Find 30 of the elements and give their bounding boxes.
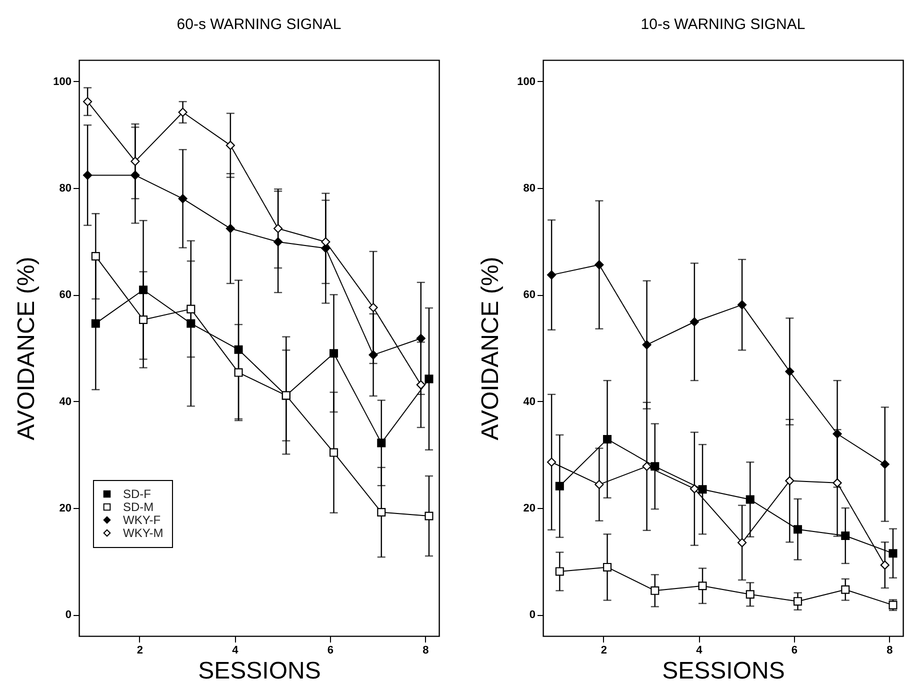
y-tick-label: 0	[65, 609, 72, 622]
y-tick-label: 0	[529, 609, 536, 622]
x-axis-title: SESSIONS	[198, 658, 321, 684]
chart-title: 10-s WARNING SIGNAL	[640, 16, 806, 33]
y-tick-label: 20	[59, 502, 72, 514]
x-tick-label: 6	[327, 644, 334, 656]
legend-label: SD-F	[123, 487, 151, 501]
x-tick-label: 8	[886, 644, 893, 656]
y-axis-title: AVOIDANCE (%)	[13, 256, 40, 440]
y-tick-label: 40	[59, 396, 72, 408]
y-axis-title: AVOIDANCE (%)	[477, 256, 504, 440]
y-tick-label: 60	[523, 289, 536, 302]
x-tick-label: 6	[791, 644, 798, 656]
x-tick-label: 4	[232, 644, 240, 656]
legend-label: WKY-F	[123, 513, 161, 527]
y-tick-label: 80	[523, 182, 536, 194]
legend-label: SD-M	[123, 500, 154, 514]
x-tick-label: 2	[600, 644, 608, 656]
x-tick-label: 4	[696, 644, 704, 656]
legend-label: WKY-M	[123, 526, 164, 540]
y-tick-label: 60	[59, 289, 72, 302]
x-axis-title: SESSIONS	[662, 658, 785, 684]
x-tick-label: 8	[422, 644, 429, 656]
y-tick-label: 100	[53, 76, 72, 88]
y-tick-label: 80	[59, 182, 72, 194]
chart-title: 60-s WARNING SIGNAL	[176, 16, 342, 33]
y-tick-label: 100	[517, 76, 536, 88]
y-tick-label: 20	[523, 502, 536, 514]
x-tick-label: 2	[136, 644, 144, 656]
y-tick-label: 40	[523, 396, 536, 408]
